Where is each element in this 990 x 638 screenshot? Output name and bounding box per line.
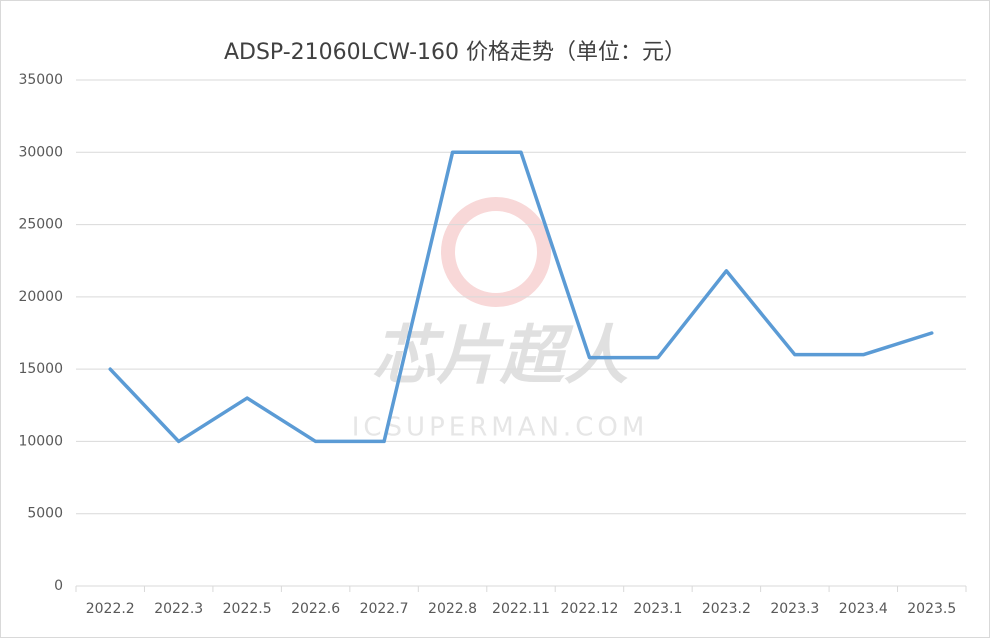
y-tick-label: 10000: [18, 433, 63, 449]
x-tick-label: 2022.8: [428, 601, 477, 617]
x-tick-label: 2023.1: [633, 601, 682, 617]
y-tick-label: 30000: [18, 144, 63, 160]
watermark: ICSUPERMAN.COM: [352, 413, 649, 443]
watermark-logo: [441, 197, 551, 307]
y-tick-label: 20000: [18, 289, 63, 305]
x-tick-label: 2022.7: [360, 601, 409, 617]
y-tick-label: 15000: [18, 361, 63, 377]
watermark: 芯片超人: [372, 320, 628, 394]
x-tick-label: 2022.5: [223, 601, 272, 617]
x-tick-label: 2022.2: [86, 601, 135, 617]
x-tick-label: 2023.2: [702, 601, 751, 617]
x-tick-label: 2022.11: [492, 601, 550, 617]
x-tick-label: 2022.6: [291, 601, 340, 617]
x-tick-label: 2022.12: [561, 601, 619, 617]
x-tick-label: 2023.3: [770, 601, 819, 617]
y-tick-label: 5000: [27, 506, 63, 522]
data-line: [108, 150, 934, 444]
chart-title: ADSP-21060LCW-160 价格走势（单位：元）: [224, 40, 686, 65]
y-tick-label: 25000: [18, 217, 63, 233]
x-tick-label: 2023.5: [907, 601, 956, 617]
x-tick-label: 2023.4: [839, 601, 888, 617]
y-tick-label: 0: [54, 578, 63, 594]
x-tick-label: 2022.3: [154, 601, 203, 617]
y-tick-label: 35000: [18, 72, 63, 88]
